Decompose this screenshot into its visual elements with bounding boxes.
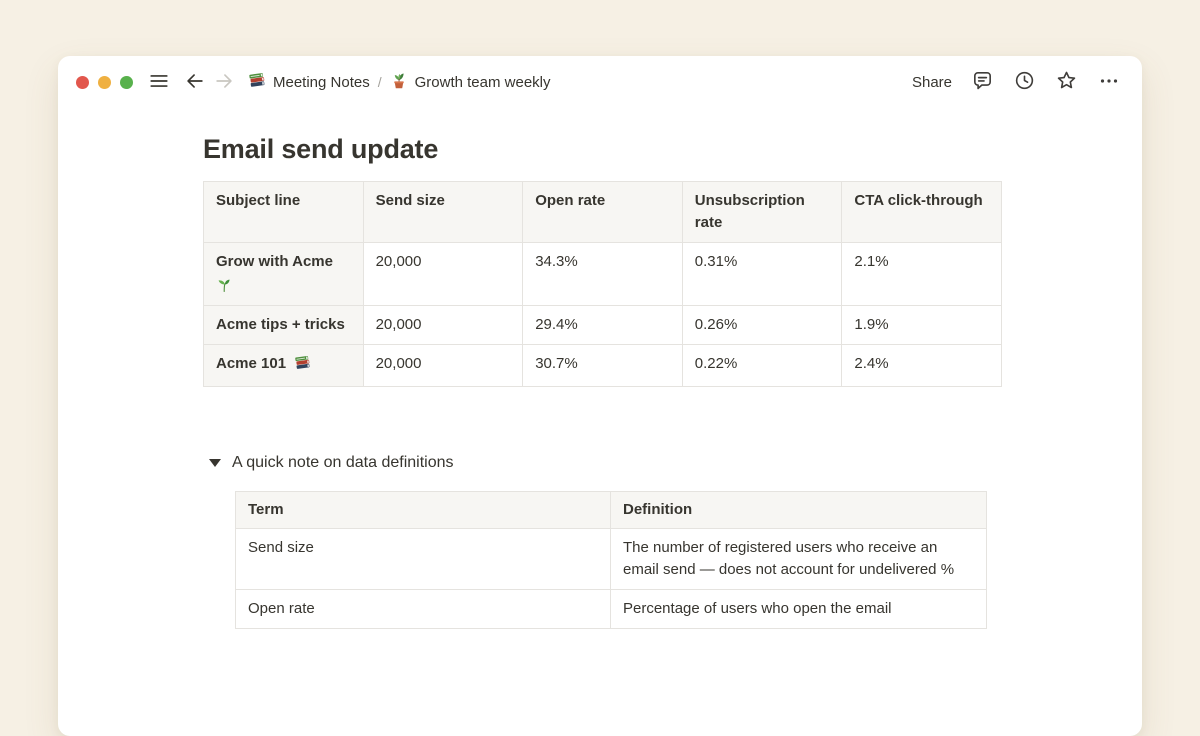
cell-send-size[interactable]: 20,000 <box>362 305 524 345</box>
toggle-triangle-icon[interactable] <box>209 459 221 467</box>
column-header-subject-line[interactable]: Subject line <box>203 181 364 243</box>
cell-cta-click-through[interactable]: 1.9% <box>841 305 1002 345</box>
table-row: Grow with Acme 20,000 34.3% 0.31% 2.1% <box>203 242 1002 306</box>
cell-unsubscription-rate[interactable]: 0.26% <box>681 305 843 345</box>
arrow-right-icon <box>213 70 235 95</box>
cell-open-rate[interactable]: 30.7% <box>522 344 683 387</box>
zoom-window-button[interactable] <box>120 75 133 89</box>
cell-cta-click-through[interactable]: 2.1% <box>841 242 1002 306</box>
breadcrumb-label: Growth team weekly <box>414 73 551 91</box>
column-header-send-size[interactable]: Send size <box>362 181 524 243</box>
cell-send-size[interactable]: 20,000 <box>362 242 524 306</box>
cell-unsubscription-rate[interactable]: 0.22% <box>681 344 843 387</box>
breadcrumb-label: Meeting Notes <box>273 73 370 91</box>
favorite-button[interactable] <box>1055 69 1078 95</box>
page-title[interactable]: Email send update <box>203 134 439 164</box>
column-header-cta-click-through[interactable]: CTA click-through <box>841 181 1002 243</box>
subject-text: Acme tips + tricks <box>216 316 345 333</box>
updates-button[interactable] <box>1013 69 1036 95</box>
more-icon <box>1097 69 1121 96</box>
cell-unsubscription-rate[interactable]: 0.31% <box>681 242 843 306</box>
forward-button[interactable] <box>213 70 235 95</box>
books-emoji <box>294 354 311 378</box>
cell-definition[interactable]: Percentage of users who open the email <box>610 589 987 629</box>
potted-plant-emoji <box>390 71 408 93</box>
more-options-button[interactable] <box>1097 69 1121 96</box>
comments-button[interactable] <box>971 69 994 95</box>
subject-text: Acme 101 <box>216 355 287 372</box>
column-header-term[interactable]: Term <box>235 491 611 529</box>
cell-subject[interactable]: Grow with Acme <box>203 242 364 306</box>
share-button[interactable]: Share <box>911 73 952 91</box>
cell-cta-click-through[interactable]: 2.4% <box>841 344 1002 387</box>
back-button[interactable] <box>184 70 206 95</box>
toggle-block[interactable]: A quick note on data definitions <box>209 451 1142 475</box>
hamburger-icon <box>148 70 170 95</box>
minimize-window-button[interactable] <box>98 75 111 89</box>
breadcrumb: Meeting Notes / Growth team weekly <box>248 71 551 93</box>
definitions-table: Term Definition Send size The number of … <box>235 491 987 629</box>
topbar-actions: Share <box>912 69 1121 96</box>
subject-text: Grow with Acme <box>216 253 333 270</box>
cell-term[interactable]: Open rate <box>235 589 611 629</box>
star-icon <box>1055 69 1078 95</box>
table-row: Acme 101 <box>203 344 1002 387</box>
clock-icon <box>1013 69 1036 95</box>
table-row: Send size The number of registered users… <box>235 528 987 590</box>
page-content: Email send update Subject line Send size… <box>58 132 1142 629</box>
comment-icon <box>971 69 994 95</box>
breadcrumb-item-growth-team-weekly[interactable]: Growth team weekly <box>390 71 551 93</box>
cell-send-size[interactable]: 20,000 <box>362 344 524 387</box>
cell-subject[interactable]: Acme tips + tricks <box>203 305 364 345</box>
books-emoji <box>248 71 266 93</box>
seedling-emoji <box>216 277 351 297</box>
cell-open-rate[interactable]: 34.3% <box>522 242 683 306</box>
cell-term[interactable]: Send size <box>235 528 611 590</box>
cell-open-rate[interactable]: 29.4% <box>522 305 683 345</box>
table-row: Open rate Percentage of users who open t… <box>235 589 987 629</box>
breadcrumb-separator: / <box>377 74 382 90</box>
table-header-row: Term Definition <box>235 491 987 529</box>
table-row: Acme tips + tricks 20,000 29.4% 0.26% 1.… <box>203 305 1002 345</box>
column-header-unsubscription-rate[interactable]: Unsubscription rate <box>681 181 843 243</box>
breadcrumb-item-meeting-notes[interactable]: Meeting Notes <box>248 71 370 93</box>
sidebar-menu-button[interactable] <box>148 70 170 95</box>
table-header-row: Subject line Send size Open rate Unsubsc… <box>203 181 1002 243</box>
column-header-open-rate[interactable]: Open rate <box>522 181 683 243</box>
app-window: Meeting Notes / Growth team weekly <box>58 56 1142 736</box>
column-header-definition[interactable]: Definition <box>610 491 987 529</box>
toggle-label: A quick note on data definitions <box>232 454 454 471</box>
window-controls <box>76 75 133 89</box>
email-stats-table: Subject line Send size Open rate Unsubsc… <box>203 181 1002 387</box>
top-bar: Meeting Notes / Growth team weekly <box>58 56 1142 108</box>
arrow-left-icon <box>184 70 206 95</box>
close-window-button[interactable] <box>76 75 89 89</box>
cell-subject[interactable]: Acme 101 <box>203 344 364 387</box>
cell-definition[interactable]: The number of registered users who recei… <box>610 528 987 590</box>
